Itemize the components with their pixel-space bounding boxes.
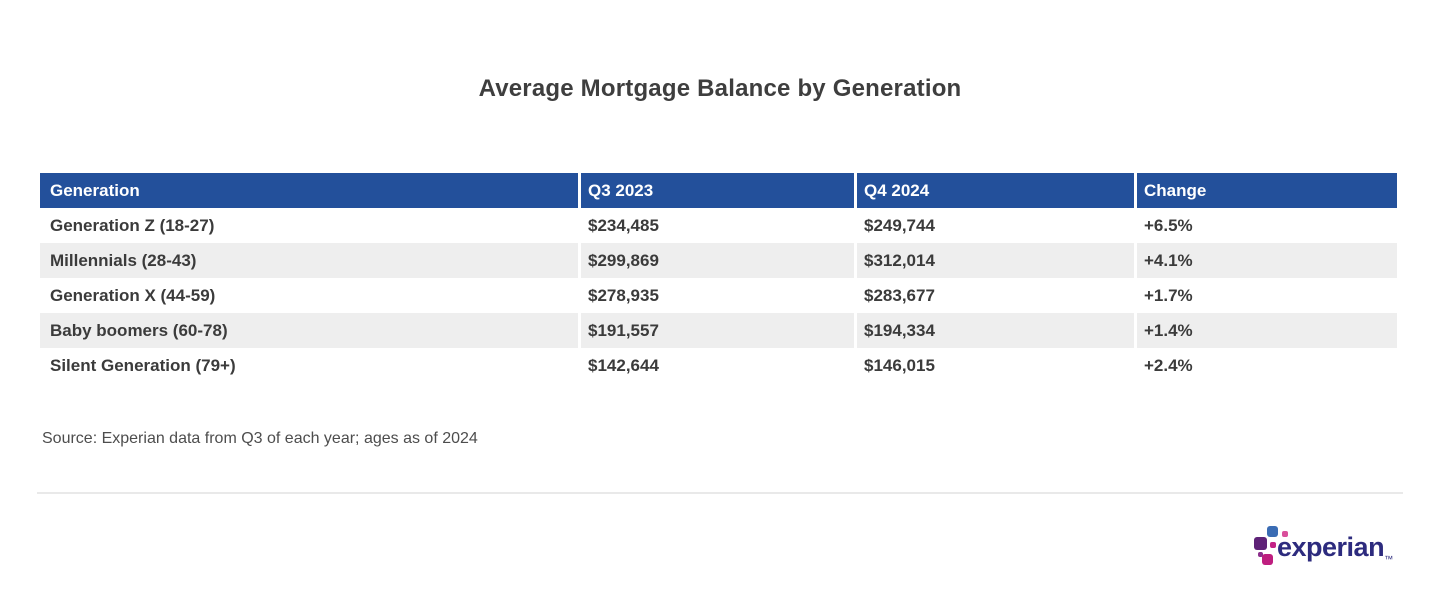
cell-generation: Generation X (44-59): [40, 278, 578, 313]
column-header-change: Change: [1134, 173, 1397, 208]
cell-generation: Silent Generation (79+): [40, 348, 578, 383]
source-attribution: Source: Experian data from Q3 of each ye…: [42, 430, 478, 447]
cell-q3-2023: $234,485: [578, 208, 854, 243]
cell-change: +1.4%: [1134, 313, 1397, 348]
footer-divider: [37, 492, 1403, 494]
logo-dot-purple: [1254, 537, 1267, 550]
logo-dot-blue: [1267, 526, 1278, 537]
experian-wordmark: experian™: [1277, 532, 1394, 564]
experian-sparkle-icon: [1253, 526, 1297, 572]
cell-q3-2023: $299,869: [578, 243, 854, 278]
cell-change: +1.7%: [1134, 278, 1397, 313]
trademark-symbol: ™: [1384, 554, 1394, 564]
column-header-q3-2023: Q3 2023: [578, 173, 854, 208]
cell-q4-2024: $146,015: [854, 348, 1134, 383]
cell-change: +2.4%: [1134, 348, 1397, 383]
cell-q4-2024: $312,014: [854, 243, 1134, 278]
cell-q4-2024: $249,744: [854, 208, 1134, 243]
logo-dot-pink: [1282, 531, 1288, 537]
page-title: Average Mortgage Balance by Generation: [478, 75, 962, 102]
cell-change: +6.5%: [1134, 208, 1397, 243]
table-row: Millennials (28-43) $299,869 $312,014 +4…: [40, 243, 1397, 278]
cell-generation: Baby boomers (60-78): [40, 313, 578, 348]
table-header-row: Generation Q3 2023 Q4 2024 Change: [40, 173, 1397, 208]
table-row: Generation X (44-59) $278,935 $283,677 +…: [40, 278, 1397, 313]
cell-generation: Millennials (28-43): [40, 243, 578, 278]
logo-dot-violet: [1258, 552, 1263, 557]
cell-q3-2023: $142,644: [578, 348, 854, 383]
column-header-generation: Generation: [40, 173, 578, 208]
cell-q3-2023: $278,935: [578, 278, 854, 313]
column-header-q4-2024: Q4 2024: [854, 173, 1134, 208]
cell-q3-2023: $191,557: [578, 313, 854, 348]
logo-dot-crimson: [1262, 554, 1273, 565]
table-row: Baby boomers (60-78) $191,557 $194,334 +…: [40, 313, 1397, 348]
cell-q4-2024: $283,677: [854, 278, 1134, 313]
cell-q4-2024: $194,334: [854, 313, 1134, 348]
table-row: Silent Generation (79+) $142,644 $146,01…: [40, 348, 1397, 383]
logo-dot-magenta: [1270, 542, 1276, 548]
mortgage-balance-table: Generation Q3 2023 Q4 2024 Change Genera…: [40, 173, 1397, 383]
experian-logo: experian™: [1253, 526, 1393, 578]
cell-change: +4.1%: [1134, 243, 1397, 278]
table-row: Generation Z (18-27) $234,485 $249,744 +…: [40, 208, 1397, 243]
cell-generation: Generation Z (18-27): [40, 208, 578, 243]
